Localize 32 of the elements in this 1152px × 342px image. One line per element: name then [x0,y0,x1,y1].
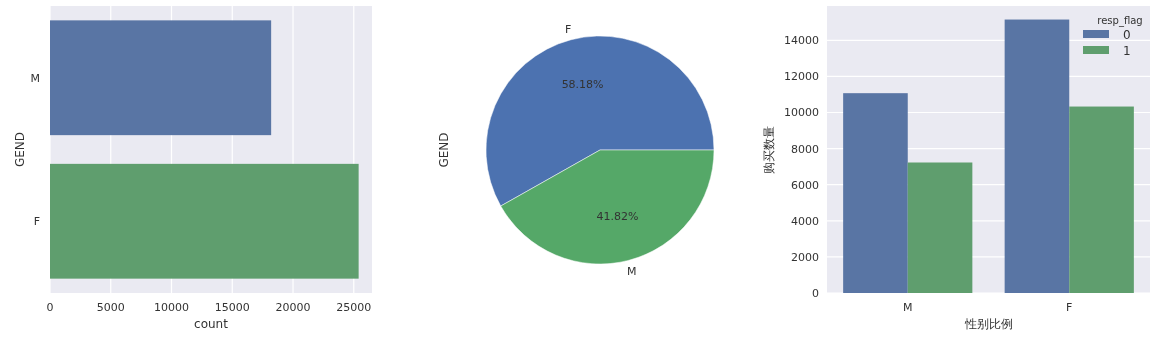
y-tick-label: 14000 [784,34,819,48]
legend-label: 0 [1123,28,1131,42]
data-label: 58.18% [561,77,604,91]
y-axis-title: 购买数量 [762,125,776,174]
x-tick-label: 15000 [214,301,250,314]
x-axis-title: count [194,317,229,331]
bar [1069,106,1134,293]
y-tick-label: 2000 [791,250,819,264]
x-tick-label: F [1066,301,1073,314]
legend-label: 1 [1123,44,1131,58]
x-axis-title: 性别比例 [963,317,1013,331]
y-tick-label: 8000 [791,142,819,156]
y-axis-title: GEND [13,131,27,168]
x-tick-label: 0 [46,301,54,314]
slice-label: M [627,265,637,279]
bar [843,93,908,293]
x-tick-label: 20000 [275,301,311,314]
text: GEND [437,132,451,168]
x-tick-label: 10000 [154,301,190,314]
x-tick-label: 5000 [96,301,125,314]
y-tick-label: 6000 [791,178,819,192]
y-tick-label: 0 [812,287,819,300]
bar [1004,19,1070,293]
bar [907,162,973,293]
x-tick-label: 25000 [336,301,372,314]
x-tick-label: M [903,301,913,314]
legend-title: resp_flag [1097,15,1143,27]
y-tick-label: 4000 [791,214,819,228]
data-label: 41.82% [596,210,639,224]
y-tick-label: 12000 [784,70,819,84]
y-tick-label: 10000 [784,106,819,120]
slice-label: F [564,22,572,36]
